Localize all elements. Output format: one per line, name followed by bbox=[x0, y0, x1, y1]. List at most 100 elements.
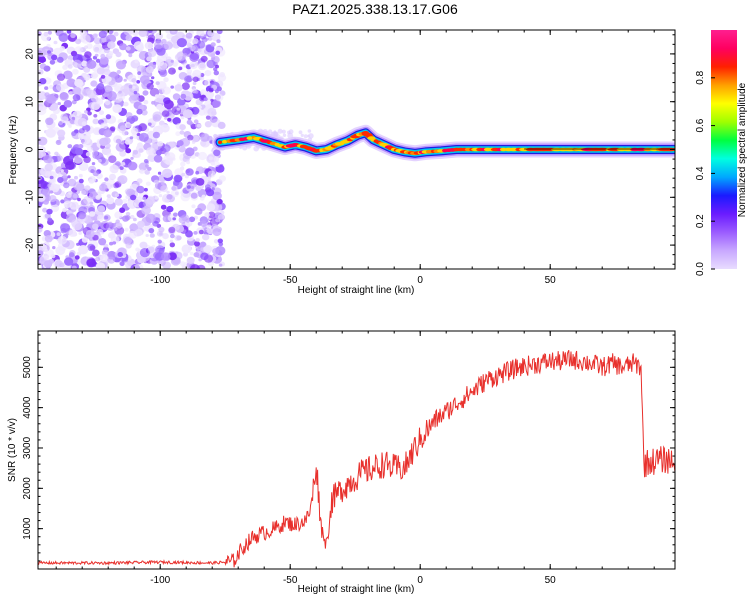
noise-speckle bbox=[200, 241, 206, 248]
noise-speckle bbox=[174, 168, 184, 177]
noise-speckle bbox=[207, 228, 214, 235]
noise-speckle bbox=[210, 42, 216, 47]
noise-speckle bbox=[109, 241, 114, 246]
noise-speckle bbox=[307, 134, 310, 138]
noise-speckle bbox=[116, 69, 122, 74]
noise-speckle bbox=[134, 199, 139, 204]
noise-speckle bbox=[115, 161, 121, 167]
noise-speckle bbox=[204, 121, 212, 128]
noise-speckle bbox=[190, 264, 200, 269]
noise-speckle bbox=[204, 70, 212, 77]
noise-speckle bbox=[156, 47, 166, 56]
noise-speckle bbox=[134, 59, 139, 64]
noise-speckle bbox=[98, 235, 103, 239]
noise-speckle bbox=[167, 117, 172, 122]
noise-speckle bbox=[204, 184, 211, 190]
noise-speckle bbox=[165, 56, 172, 62]
noise-speckle bbox=[203, 97, 208, 102]
noise-speckle bbox=[74, 255, 80, 260]
noise-speckle bbox=[117, 233, 122, 238]
noise-speckle bbox=[91, 101, 101, 111]
noise-speckle bbox=[133, 263, 144, 269]
noise-speckle bbox=[56, 56, 64, 63]
noise-speckle bbox=[143, 159, 149, 164]
noise-speckle bbox=[73, 155, 84, 164]
noise-speckle bbox=[56, 232, 61, 237]
noise-speckle bbox=[217, 238, 223, 244]
noise-speckle bbox=[66, 78, 76, 87]
noise-speckle bbox=[45, 117, 54, 126]
noise-speckle bbox=[39, 98, 43, 102]
noise-speckle bbox=[144, 41, 154, 50]
noise-speckle bbox=[97, 205, 106, 213]
noise-speckle bbox=[97, 83, 105, 90]
noise-speckle bbox=[210, 161, 215, 166]
noise-speckle bbox=[75, 147, 84, 156]
noise-speckle bbox=[176, 107, 181, 111]
noise-speckle bbox=[138, 162, 148, 171]
colorbar-tick-label: 0.8 bbox=[695, 70, 706, 84]
noise-speckle bbox=[125, 46, 131, 51]
noise-speckle bbox=[158, 194, 163, 198]
noise-speckle bbox=[39, 78, 47, 85]
noise-speckle bbox=[85, 151, 91, 157]
noise-speckle bbox=[168, 67, 176, 75]
noise-speckle bbox=[38, 226, 43, 233]
noise-speckle bbox=[138, 132, 149, 142]
noise-speckle bbox=[158, 226, 165, 233]
noise-speckle bbox=[215, 218, 220, 223]
noise-speckle bbox=[95, 256, 101, 262]
noise-speckle bbox=[50, 204, 60, 212]
noise-speckle bbox=[76, 251, 82, 256]
noise-speckle bbox=[187, 71, 192, 76]
noise-speckle bbox=[194, 207, 203, 215]
noise-speckle bbox=[119, 166, 124, 171]
noise-speckle bbox=[157, 171, 162, 175]
track-peak bbox=[425, 149, 433, 154]
noise-speckle bbox=[67, 64, 73, 69]
noise-speckle bbox=[173, 212, 178, 217]
noise-speckle bbox=[273, 131, 279, 137]
noise-speckle bbox=[128, 96, 135, 102]
noise-speckle bbox=[195, 178, 205, 186]
ytick-label: 10 bbox=[25, 96, 36, 108]
noise-speckle bbox=[78, 231, 82, 235]
noise-speckle bbox=[212, 228, 222, 237]
noise-speckle bbox=[72, 59, 82, 68]
noise-speckle bbox=[166, 33, 173, 40]
noise-speckle bbox=[170, 59, 174, 63]
track-peak bbox=[222, 139, 228, 144]
noise-speckle bbox=[111, 96, 117, 102]
noise-speckle bbox=[202, 233, 210, 241]
noise-speckle bbox=[200, 55, 208, 63]
noise-speckle bbox=[206, 224, 212, 229]
noise-speckle bbox=[176, 140, 184, 147]
noise-speckle bbox=[143, 100, 149, 105]
noise-speckle bbox=[80, 34, 91, 44]
noise-speckle bbox=[93, 38, 99, 43]
noise-speckle bbox=[81, 60, 88, 67]
noise-speckle bbox=[115, 222, 123, 229]
noise-speckle bbox=[282, 133, 287, 137]
noise-speckle bbox=[59, 262, 65, 268]
noise-speckle bbox=[113, 227, 118, 231]
noise-speckle bbox=[84, 110, 89, 114]
noise-speckle bbox=[194, 241, 200, 247]
noise-speckle bbox=[98, 238, 107, 246]
noise-speckle bbox=[84, 185, 91, 191]
noise-speckle bbox=[213, 156, 220, 162]
noise-speckle bbox=[136, 178, 143, 184]
noise-speckle bbox=[131, 78, 137, 83]
noise-speckle bbox=[160, 185, 168, 193]
noise-speckle bbox=[145, 181, 151, 186]
noise-speckle bbox=[75, 38, 82, 45]
noise-speckle bbox=[217, 121, 226, 129]
noise-speckle bbox=[213, 161, 220, 167]
noise-speckle bbox=[199, 132, 210, 142]
noise-speckle bbox=[71, 219, 81, 228]
noise-speckle bbox=[117, 252, 123, 257]
xtick-label: -50 bbox=[283, 575, 298, 586]
noise-speckle bbox=[186, 42, 192, 48]
noise-speckle bbox=[181, 265, 186, 269]
noise-speckle bbox=[175, 226, 180, 230]
